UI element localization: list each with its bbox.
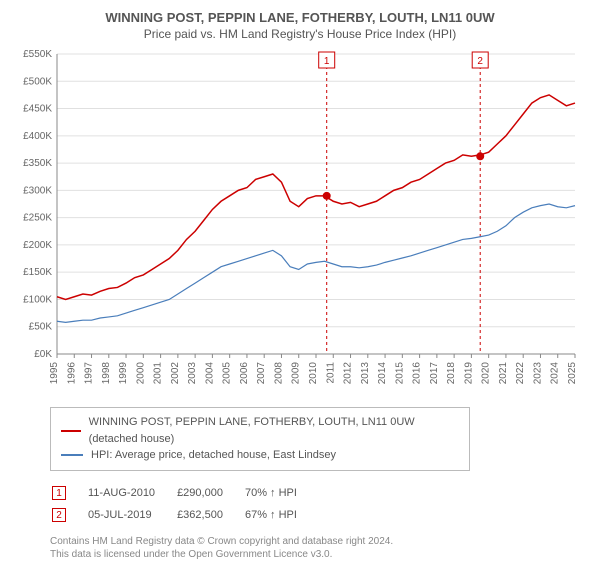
svg-text:2002: 2002 [170, 362, 181, 385]
svg-text:£300K: £300K [23, 185, 52, 196]
svg-text:1995: 1995 [49, 362, 60, 385]
event-pct: 67% ↑ HPI [245, 505, 317, 525]
event-price: £362,500 [177, 505, 243, 525]
event-row: 1 11-AUG-2010£290,00070% ↑ HPI [52, 483, 317, 503]
svg-text:£400K: £400K [23, 131, 52, 142]
svg-text:2018: 2018 [446, 362, 457, 385]
svg-text:2009: 2009 [291, 362, 302, 385]
svg-text:2015: 2015 [394, 362, 405, 385]
legend-swatch [61, 430, 81, 432]
events-table: 1 11-AUG-2010£290,00070% ↑ HPI 2 05-JUL-201… [50, 481, 319, 527]
event-date: 05-JUL-2019 [88, 505, 175, 525]
svg-text:2020: 2020 [481, 362, 492, 385]
footer-line1: Contains HM Land Registry data © Crown c… [50, 535, 585, 548]
chart-title: WINNING POST, PEPPIN LANE, FOTHERBY, LOU… [15, 10, 585, 25]
footer-line2: This data is licensed under the Open Gov… [50, 548, 585, 561]
svg-text:2004: 2004 [204, 362, 215, 385]
svg-text:1998: 1998 [101, 362, 112, 385]
legend-swatch [61, 454, 83, 456]
svg-text:2010: 2010 [308, 362, 319, 385]
chart-subtitle: Price paid vs. HM Land Registry's House … [15, 27, 585, 41]
svg-text:2003: 2003 [187, 362, 198, 385]
event-pct: 70% ↑ HPI [245, 483, 317, 503]
svg-text:2025: 2025 [567, 362, 578, 385]
svg-text:2006: 2006 [239, 362, 250, 385]
svg-text:2021: 2021 [498, 362, 509, 385]
svg-text:£100K: £100K [23, 294, 52, 305]
svg-text:£150K: £150K [23, 267, 52, 278]
event-marker: 2 [52, 508, 66, 522]
svg-text:£500K: £500K [23, 76, 52, 87]
legend-row: WINNING POST, PEPPIN LANE, FOTHERBY, LOU… [61, 414, 459, 447]
svg-text:2022: 2022 [515, 362, 526, 385]
svg-text:1999: 1999 [118, 362, 129, 385]
svg-text:2024: 2024 [550, 362, 561, 385]
svg-text:1996: 1996 [66, 362, 77, 385]
svg-text:£250K: £250K [23, 213, 52, 224]
svg-text:1997: 1997 [84, 362, 95, 385]
svg-text:£200K: £200K [23, 240, 52, 251]
chart-area: £0K £50K £100K £150K £200K £250K £300K £350K £40… [15, 49, 585, 399]
legend-label: HPI: Average price, detached house, East… [91, 447, 336, 464]
chart-container: WINNING POST, PEPPIN LANE, FOTHERBY, LOU… [0, 0, 600, 571]
svg-text:£550K: £550K [23, 49, 52, 60]
svg-text:2012: 2012 [343, 362, 354, 385]
svg-text:1: 1 [324, 56, 330, 67]
svg-text:2013: 2013 [360, 362, 371, 385]
svg-text:2014: 2014 [377, 362, 388, 385]
svg-text:2007: 2007 [256, 362, 267, 385]
svg-text:2019: 2019 [463, 362, 474, 385]
svg-text:2017: 2017 [429, 362, 440, 385]
legend-label: WINNING POST, PEPPIN LANE, FOTHERBY, LOU… [89, 414, 459, 447]
svg-text:2008: 2008 [273, 362, 284, 385]
footer-attribution: Contains HM Land Registry data © Crown c… [50, 535, 585, 561]
event-date: 11-AUG-2010 [88, 483, 175, 503]
svg-text:2: 2 [477, 56, 483, 67]
svg-text:£450K: £450K [23, 104, 52, 115]
svg-text:2005: 2005 [222, 362, 233, 385]
svg-text:£350K: £350K [23, 158, 52, 169]
legend: WINNING POST, PEPPIN LANE, FOTHERBY, LOU… [50, 407, 470, 471]
svg-text:2000: 2000 [135, 362, 146, 385]
svg-text:2001: 2001 [153, 362, 164, 385]
svg-text:2023: 2023 [532, 362, 543, 385]
svg-text:£0K: £0K [34, 349, 52, 360]
event-price: £290,000 [177, 483, 243, 503]
svg-text:2011: 2011 [325, 362, 336, 384]
svg-text:2016: 2016 [412, 362, 423, 385]
legend-row: HPI: Average price, detached house, East… [61, 447, 459, 464]
event-marker: 1 [52, 486, 66, 500]
svg-text:£50K: £50K [29, 322, 53, 333]
event-row: 2 05-JUL-2019£362,50067% ↑ HPI [52, 505, 317, 525]
